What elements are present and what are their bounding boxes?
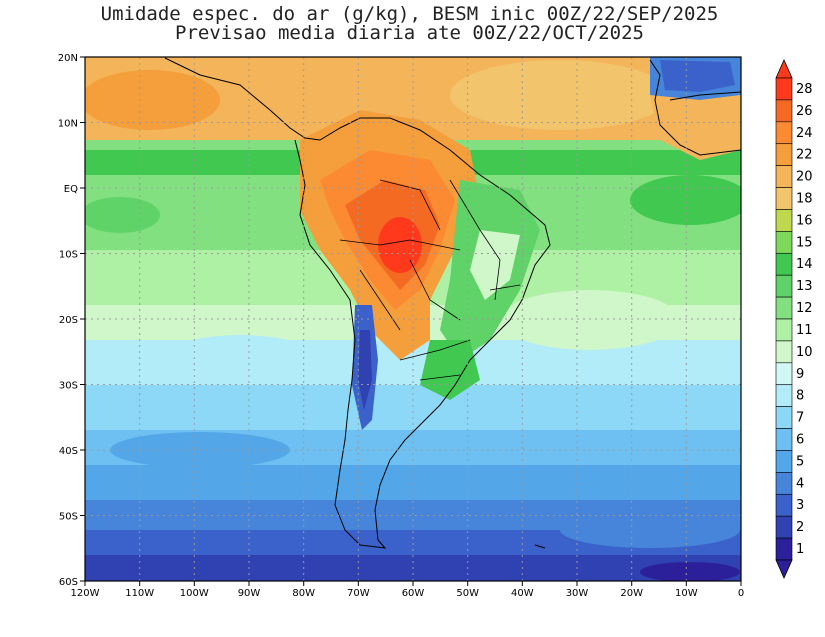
lon-label: 120W xyxy=(71,588,100,599)
colorbar-swatch xyxy=(775,209,793,232)
lon-label: 110W xyxy=(125,588,154,599)
country-borders xyxy=(339,179,521,381)
colorbar-label: 22 xyxy=(796,148,813,163)
map-title-line1: Umidade espec. do ar (g/kg), BESM inic 0… xyxy=(100,3,719,25)
colorbar-swatch xyxy=(775,362,793,386)
colorbar-label: 10 xyxy=(796,345,813,360)
lon-label: 60W xyxy=(402,588,425,599)
colorbar-label: 8 xyxy=(796,389,804,404)
colorbar-swatch xyxy=(775,493,793,517)
colorbar-label: 20 xyxy=(796,170,813,185)
grid-lines xyxy=(85,57,741,581)
colorbar-label: 15 xyxy=(796,235,813,250)
lon-label: 80W xyxy=(292,588,315,599)
longitude-labels: 120W 110W 100W 90W 80W 70W 60W 50W 40W 3… xyxy=(71,588,745,599)
colorbar-label: 12 xyxy=(796,301,813,316)
lat-label: 30S xyxy=(59,381,78,392)
lon-label: 20W xyxy=(620,588,643,599)
colorbar-label: 28 xyxy=(796,82,813,97)
colorbar-label: 11 xyxy=(796,323,813,338)
colorbar-swatch xyxy=(775,428,793,451)
colorbar-label: 7 xyxy=(796,411,804,426)
lon-label: 100W xyxy=(180,588,209,599)
colorbar-label: 6 xyxy=(796,433,804,448)
colorbar-label: 9 xyxy=(796,367,804,382)
lat-label: 10N xyxy=(58,119,78,130)
colorbar-label: 24 xyxy=(796,126,813,141)
colorbar-swatch xyxy=(775,340,793,364)
colorbar: 28 26 24 22 20 18 16 15 14 13 12 11 10 9 8 7 6 5 4 3 2 1 xyxy=(775,59,813,579)
lon-label: 0 xyxy=(738,588,744,599)
colorbar-swatch xyxy=(775,537,793,561)
colorbar-label: 4 xyxy=(796,476,804,491)
colorbar-swatch xyxy=(775,296,793,320)
lat-label: 10S xyxy=(59,250,78,261)
colorbar-label: 26 xyxy=(796,104,813,119)
colorbar-max-arrow xyxy=(775,59,793,79)
colorbar-label: 13 xyxy=(796,279,813,294)
lat-label: 20S xyxy=(59,315,78,326)
colorbar-label: 1 xyxy=(796,542,804,557)
coastlines xyxy=(164,57,741,549)
lon-label: 50W xyxy=(456,588,479,599)
colorbar-swatch xyxy=(775,472,793,495)
colorbar-swatch xyxy=(775,274,793,298)
colorbar-label: 5 xyxy=(796,454,804,469)
colorbar-swatch xyxy=(775,231,793,254)
colorbar-label: 14 xyxy=(796,257,813,272)
lat-label: 40S xyxy=(59,446,78,457)
tick-marks xyxy=(80,56,742,586)
lon-label: 30W xyxy=(566,588,589,599)
colorbar-label: 2 xyxy=(796,520,804,535)
lon-label: 90W xyxy=(238,588,261,599)
lat-label: EQ xyxy=(64,184,78,195)
colorbar-label: 16 xyxy=(796,213,813,228)
colorbar-swatch xyxy=(775,165,793,188)
colorbar-swatch xyxy=(775,143,793,166)
colorbar-label: 18 xyxy=(796,192,813,207)
lon-label: 40W xyxy=(511,588,534,599)
colorbar-swatch xyxy=(775,450,793,473)
colorbar-swatch xyxy=(775,515,793,539)
colorbar-swatch xyxy=(775,77,793,101)
colorbar-swatch xyxy=(775,318,793,342)
colorbar-swatch xyxy=(775,99,793,123)
colorbar-swatch xyxy=(775,406,793,429)
colorbar-min-arrow xyxy=(775,559,793,579)
colorbar-swatch xyxy=(775,252,793,276)
latitude-labels: 20N 10N EQ 10S 20S 30S 40S 50S 60S xyxy=(58,53,78,588)
lat-label: 20N xyxy=(58,53,78,64)
colorbar-swatch xyxy=(775,187,793,210)
colorbar-swatch xyxy=(775,121,793,145)
lat-label: 50S xyxy=(59,512,78,523)
colorbar-swatch xyxy=(775,384,793,407)
map-title-line2: Previsao media diaria ate 00Z/22/OCT/202… xyxy=(175,22,644,44)
lat-label: 60S xyxy=(59,577,78,588)
lon-label: 10W xyxy=(675,588,698,599)
lon-label: 70W xyxy=(347,588,370,599)
colorbar-label: 3 xyxy=(796,498,804,513)
